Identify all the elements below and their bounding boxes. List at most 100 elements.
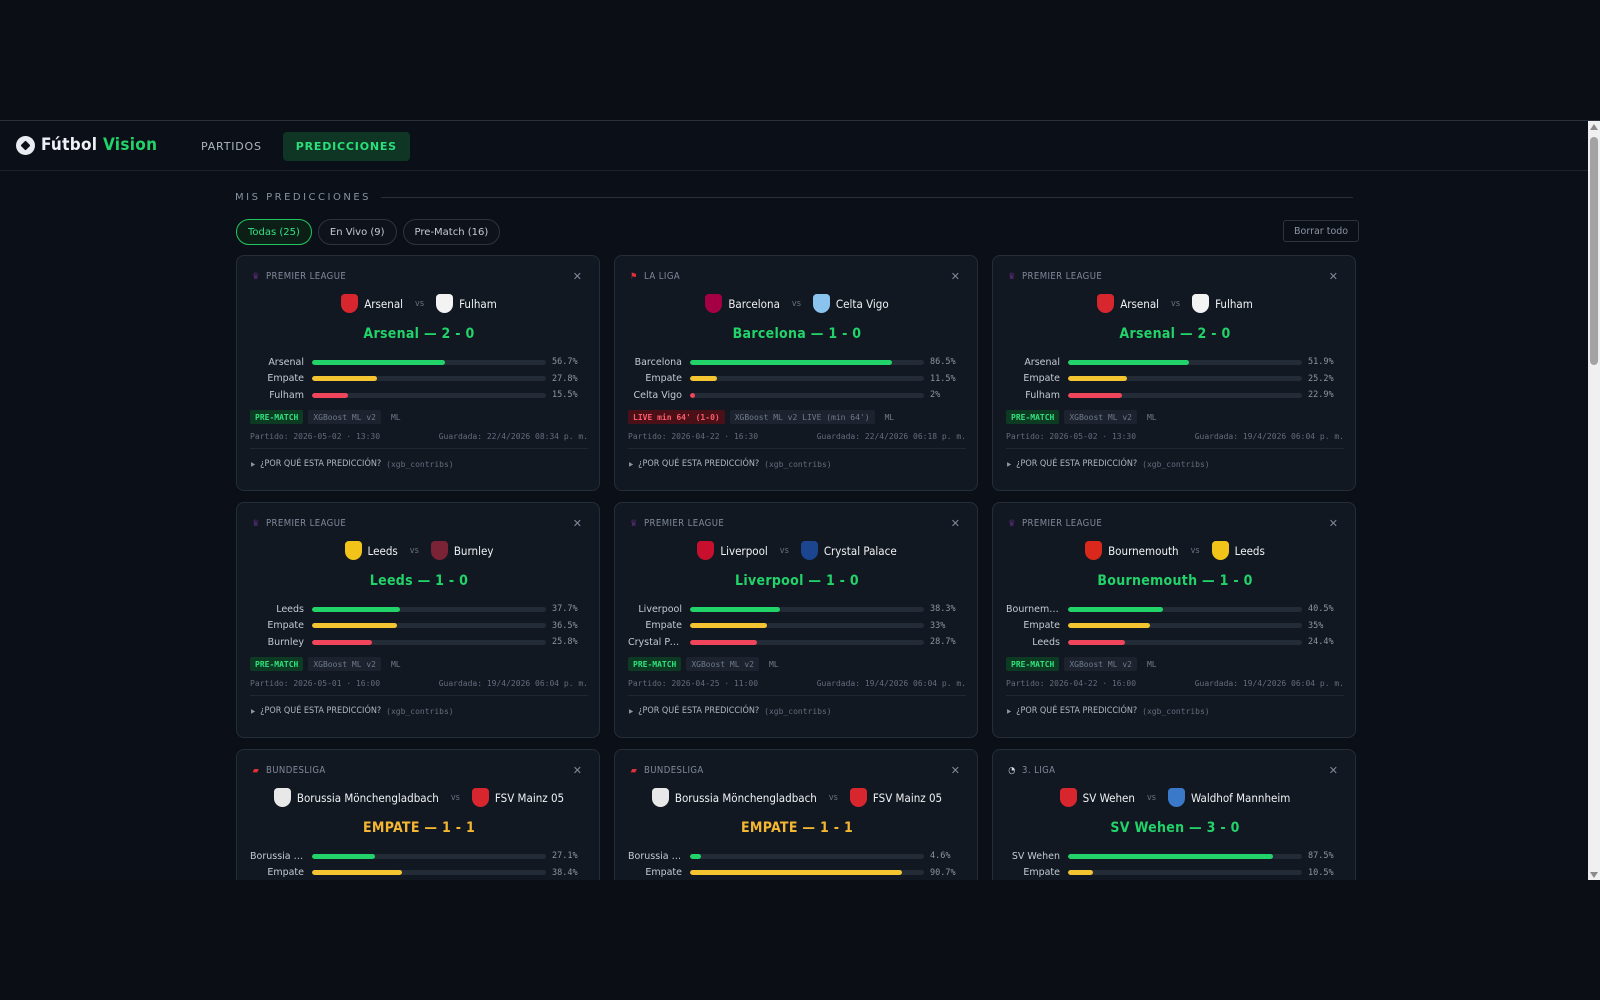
probability-fill <box>690 392 695 398</box>
probability-row: Arsenal 56.7% <box>250 354 588 371</box>
card-divider <box>628 448 966 449</box>
caret-right-icon: ▶ <box>629 460 634 468</box>
scrollbar[interactable] <box>1588 121 1600 880</box>
probability-label: Empate <box>267 867 304 879</box>
scroll-thumb[interactable] <box>1590 137 1598 365</box>
why-prediction-toggle[interactable]: ▶ ¿POR QUÉ ESTA PREDICCIÓN? (xgb_contribs) <box>251 706 454 716</box>
probability-track <box>690 606 924 612</box>
status-badge: PRE-MATCH <box>250 410 304 424</box>
probability-row: Empate 11.5% <box>628 371 966 388</box>
probability-fill <box>312 639 373 645</box>
main-nav: PARTIDOS PREDICCIONES <box>188 132 410 161</box>
why-sub: (xgb_contribs) <box>1142 706 1210 716</box>
close-icon[interactable]: ✕ <box>950 764 960 777</box>
close-icon[interactable]: ✕ <box>1328 764 1338 777</box>
home-crest-icon <box>1085 541 1103 560</box>
caret-right-icon: ▶ <box>629 707 634 715</box>
home-team: Barcelona <box>728 296 780 311</box>
status-badge: PRE-MATCH <box>1006 657 1060 671</box>
match-date: Partido: 2026-04-25 · 11:00 <box>628 679 759 688</box>
why-prediction-toggle[interactable]: ▶ ¿POR QUÉ ESTA PREDICCIÓN? (xgb_contribs) <box>251 459 454 469</box>
probability-bars: Borussia M... 4.6% Empate 90.7% <box>628 848 966 880</box>
tab-partidos[interactable]: PARTIDOS <box>201 140 262 153</box>
prediction-card: ▰ BUNDESLIGA ✕ Borussia Mönchengladbach vs FS… <box>236 749 600 880</box>
scroll-up-arrow-icon[interactable] <box>1590 124 1598 130</box>
match-date: Partido: 2026-05-02 · 13:30 <box>250 432 381 441</box>
probability-track <box>312 639 546 645</box>
probability-fill <box>312 376 378 382</box>
predicted-result: Liverpool — 1 - 0 <box>735 573 859 589</box>
probability-row: Leeds 24.4% <box>1006 634 1344 651</box>
probability-track <box>690 870 924 876</box>
home-team: SV Wehen <box>1082 790 1135 805</box>
status-badge: PRE-MATCH <box>1006 410 1060 424</box>
probability-fill <box>1068 623 1150 629</box>
saved-date: Guardada: 19/4/2026 06:04 p. m. <box>438 679 588 688</box>
matchup: Bournemouth vs Leeds <box>993 541 1357 560</box>
matchup: Barcelona vs Celta Vigo <box>615 294 979 313</box>
probability-fill <box>312 623 398 629</box>
ml-badge: ML <box>390 659 401 669</box>
probability-value: 27.8% <box>552 373 578 384</box>
matchup: Leeds vs Burnley <box>237 541 601 560</box>
probability-label: Arsenal <box>1024 356 1060 368</box>
probability-track <box>1068 359 1302 365</box>
probability-label: Empate <box>645 867 682 879</box>
close-icon[interactable]: ✕ <box>950 517 960 530</box>
close-icon[interactable]: ✕ <box>1328 517 1338 530</box>
filter-pre-match[interactable]: Pre-Match (16) <box>402 219 501 245</box>
meta-row: Partido: 2026-04-22 · 16:30 Guardada: 22/… <box>628 432 966 441</box>
league-header: ♛ PREMIER LEAGUE <box>629 518 724 529</box>
probability-fill <box>690 639 758 645</box>
close-icon[interactable]: ✕ <box>572 764 582 777</box>
away-team: Fulham <box>459 296 497 311</box>
league-header: ♛ PREMIER LEAGUE <box>1007 271 1102 282</box>
caret-right-icon: ▶ <box>1007 460 1012 468</box>
probability-track <box>690 359 924 365</box>
predicted-result: Leeds — 1 - 0 <box>369 573 469 589</box>
probability-row: Crystal Pal... 28.7% <box>628 634 966 651</box>
close-icon[interactable]: ✕ <box>1328 270 1338 283</box>
filter-todas[interactable]: Todas (25) <box>236 219 312 245</box>
model-badge: XGBoost ML v2 <box>686 657 759 671</box>
why-prediction-toggle[interactable]: ▶ ¿POR QUÉ ESTA PREDICCIÓN? (xgb_contribs) <box>629 459 832 469</box>
filter-chips: Todas (25) En Vivo (9) Pre-Match (16) <box>236 219 501 245</box>
probability-value: 90.7% <box>930 867 956 878</box>
premier-league-icon: ♛ <box>630 518 638 529</box>
brand-logo[interactable]: Fútbol Vision <box>16 135 157 155</box>
clear-all-button[interactable]: Borrar todo <box>1283 220 1360 242</box>
probability-label: Celta Vigo <box>633 389 682 401</box>
away-crest-icon <box>1211 541 1229 560</box>
main-content: MIS PREDICCIONES Todas (25) En Vivo (9) … <box>0 171 1588 880</box>
probability-fill <box>1068 870 1093 876</box>
probability-track <box>312 606 546 612</box>
away-team: Leeds <box>1234 543 1265 558</box>
meta-row: Partido: 2026-04-25 · 11:00 Guardada: 19/… <box>628 679 966 688</box>
why-prediction-toggle[interactable]: ▶ ¿POR QUÉ ESTA PREDICCIÓN? (xgb_contribs) <box>1007 459 1210 469</box>
probability-fill <box>690 359 893 365</box>
close-icon[interactable]: ✕ <box>572 270 582 283</box>
close-icon[interactable]: ✕ <box>572 517 582 530</box>
tags-row: PRE-MATCH XGBoost ML v2 ML <box>1006 657 1162 671</box>
probability-row: Borussia M... 27.1% <box>250 848 588 865</box>
probability-track <box>690 639 924 645</box>
probability-row: Arsenal 51.9% <box>1006 354 1344 371</box>
model-badge: XGBoost ML v2 <box>1064 410 1137 424</box>
why-prediction-toggle[interactable]: ▶ ¿POR QUÉ ESTA PREDICCIÓN? (xgb_contribs) <box>629 706 832 716</box>
tab-predicciones[interactable]: PREDICCIONES <box>282 132 410 161</box>
probability-bars: Arsenal 51.9% Empate 25.2% Fulham 22.9% <box>1006 354 1344 404</box>
probability-row: Barcelona 86.5% <box>628 354 966 371</box>
prediction-card: ⚑ LA LIGA ✕ Barcelona vs Celta Vigo Barcelona … <box>614 255 978 491</box>
vs-label: vs <box>828 792 838 803</box>
tags-row: PRE-MATCH XGBoost ML v2 ML <box>628 657 784 671</box>
away-team: Celta Vigo <box>835 296 889 311</box>
probability-label: Liverpool <box>638 603 682 615</box>
predicted-result: Arsenal — 2 - 0 <box>1119 326 1231 342</box>
probability-row: Empate 36.5% <box>250 618 588 635</box>
close-icon[interactable]: ✕ <box>950 270 960 283</box>
why-prediction-toggle[interactable]: ▶ ¿POR QUÉ ESTA PREDICCIÓN? (xgb_contribs) <box>1007 706 1210 716</box>
league-header: ♛ PREMIER LEAGUE <box>251 518 346 529</box>
filter-en-vivo[interactable]: En Vivo (9) <box>317 219 397 245</box>
tags-row: LIVE min 64' (1-0) XGBoost ML v2 LIVE (mi… <box>628 410 899 424</box>
scroll-down-arrow-icon[interactable] <box>1590 872 1598 878</box>
